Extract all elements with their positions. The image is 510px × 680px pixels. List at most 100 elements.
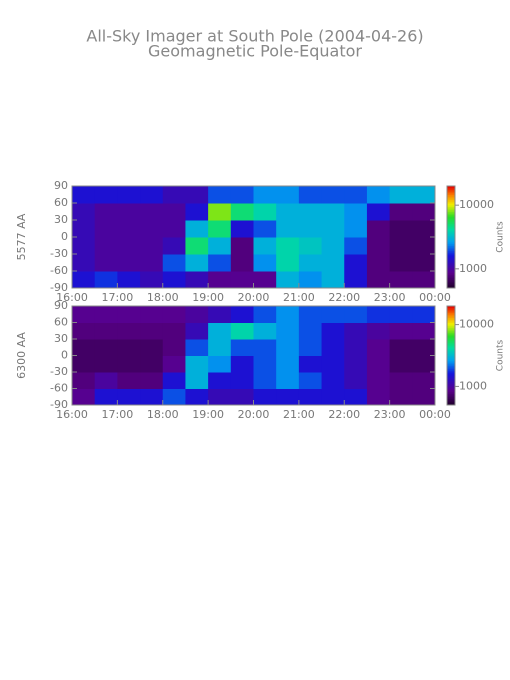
y-tick-label: -90 [50,281,68,294]
heat-cell [366,372,391,389]
colorbar-strip [447,322,455,325]
heat-cell [94,322,118,340]
heat-cell [344,355,368,373]
heat-cell [321,372,345,389]
heat-cell [298,306,323,323]
heat-cell [321,220,345,238]
heat-cell [366,237,391,255]
heat-cell [253,388,277,406]
heat-cell [389,186,413,204]
heat-cell [72,339,96,356]
heat-cell [72,237,96,255]
heat-cell [276,355,300,373]
heat-cell [321,203,345,221]
heat-cell [389,322,413,340]
colorbar-strip [447,388,455,391]
heat-cell [140,306,164,323]
colorbar-strip [447,327,455,330]
y-axis-label: 5577 AA [15,213,28,260]
y-tick-label: 90 [54,179,68,192]
heat-cell [344,203,368,221]
heat-cell [389,271,413,289]
colorbar-strip [447,274,455,277]
heat-cell [298,254,323,272]
colorbar-strip [447,376,455,380]
heat-cell [344,220,368,238]
heat-cell [185,254,209,272]
colorbar-strip [447,272,455,275]
colorbar-strip [447,385,455,388]
colorbar-strip [447,223,455,226]
heat-cell [230,254,254,272]
colorbar-strip [447,362,455,365]
colorbar-strip [447,340,455,343]
heat-cell [140,388,164,406]
heat-cell [117,355,141,373]
heat-cell [72,220,96,238]
colorbar-strip [447,309,455,312]
heat-cell [298,355,323,373]
colorbar-strip [447,226,455,229]
heat-cell [230,372,254,389]
colorbar-tick-label: 1000 [459,262,487,275]
x-tick-label: 18:00 [147,291,179,304]
colorbar-strip [447,245,455,248]
colorbar-strip [447,367,455,370]
heat-cell [162,372,186,389]
heat-cell [208,388,232,406]
colorbar-strip [447,352,455,355]
heat-cell [412,271,436,289]
heat-cell [230,339,254,356]
colorbar-strip [447,233,455,236]
heat-cell [162,186,186,204]
heat-cell [185,186,209,204]
colorbar-strip [447,396,455,399]
colorbar-strip [447,221,455,224]
colorbar-strip [447,312,455,315]
colorbar-strip [447,348,455,352]
colorbar-strip [447,203,455,206]
colorbar-strip [447,238,455,241]
heat-cell [344,237,368,255]
heat-cell [253,271,277,289]
heat-cell [72,254,96,272]
x-tick-label: 23:00 [374,408,406,421]
heat-cell [298,186,323,204]
heat-cell [208,355,232,373]
colorbar-strip [447,209,455,212]
heat-cell [366,388,391,406]
heat-cell [208,186,232,204]
heat-cell [412,355,436,373]
colorbar-strip [447,335,455,338]
colorbar-strip [447,368,455,371]
heat-cell [72,322,96,340]
heat-cell [162,203,186,221]
heat-cell [162,254,186,272]
heat-cell [389,339,413,356]
colorbar-strip [447,337,455,340]
heat-cell [94,372,118,389]
heat-cell [94,355,118,373]
heat-cell [162,237,186,255]
colorbar-strip [447,339,455,342]
heat-cell [72,203,96,221]
heat-cell [94,306,118,323]
heat-cell [162,355,186,373]
colorbar-strip [447,192,455,195]
heat-cell [321,339,345,356]
heat-cell [321,388,345,406]
heat-cell [366,186,391,204]
x-tick-label: 21:00 [283,291,315,304]
colorbar-strip [447,230,455,233]
colorbar-strip [447,225,455,228]
heat-cell [276,220,300,238]
heat-cell [72,388,96,406]
heat-cell [298,220,323,238]
colorbar-strip [447,353,455,356]
heat-cell [389,306,413,323]
colorbar-strip [447,281,455,284]
colorbar-strip [447,262,455,265]
heat-cell [230,322,254,340]
y-tick-label: -60 [50,264,68,277]
